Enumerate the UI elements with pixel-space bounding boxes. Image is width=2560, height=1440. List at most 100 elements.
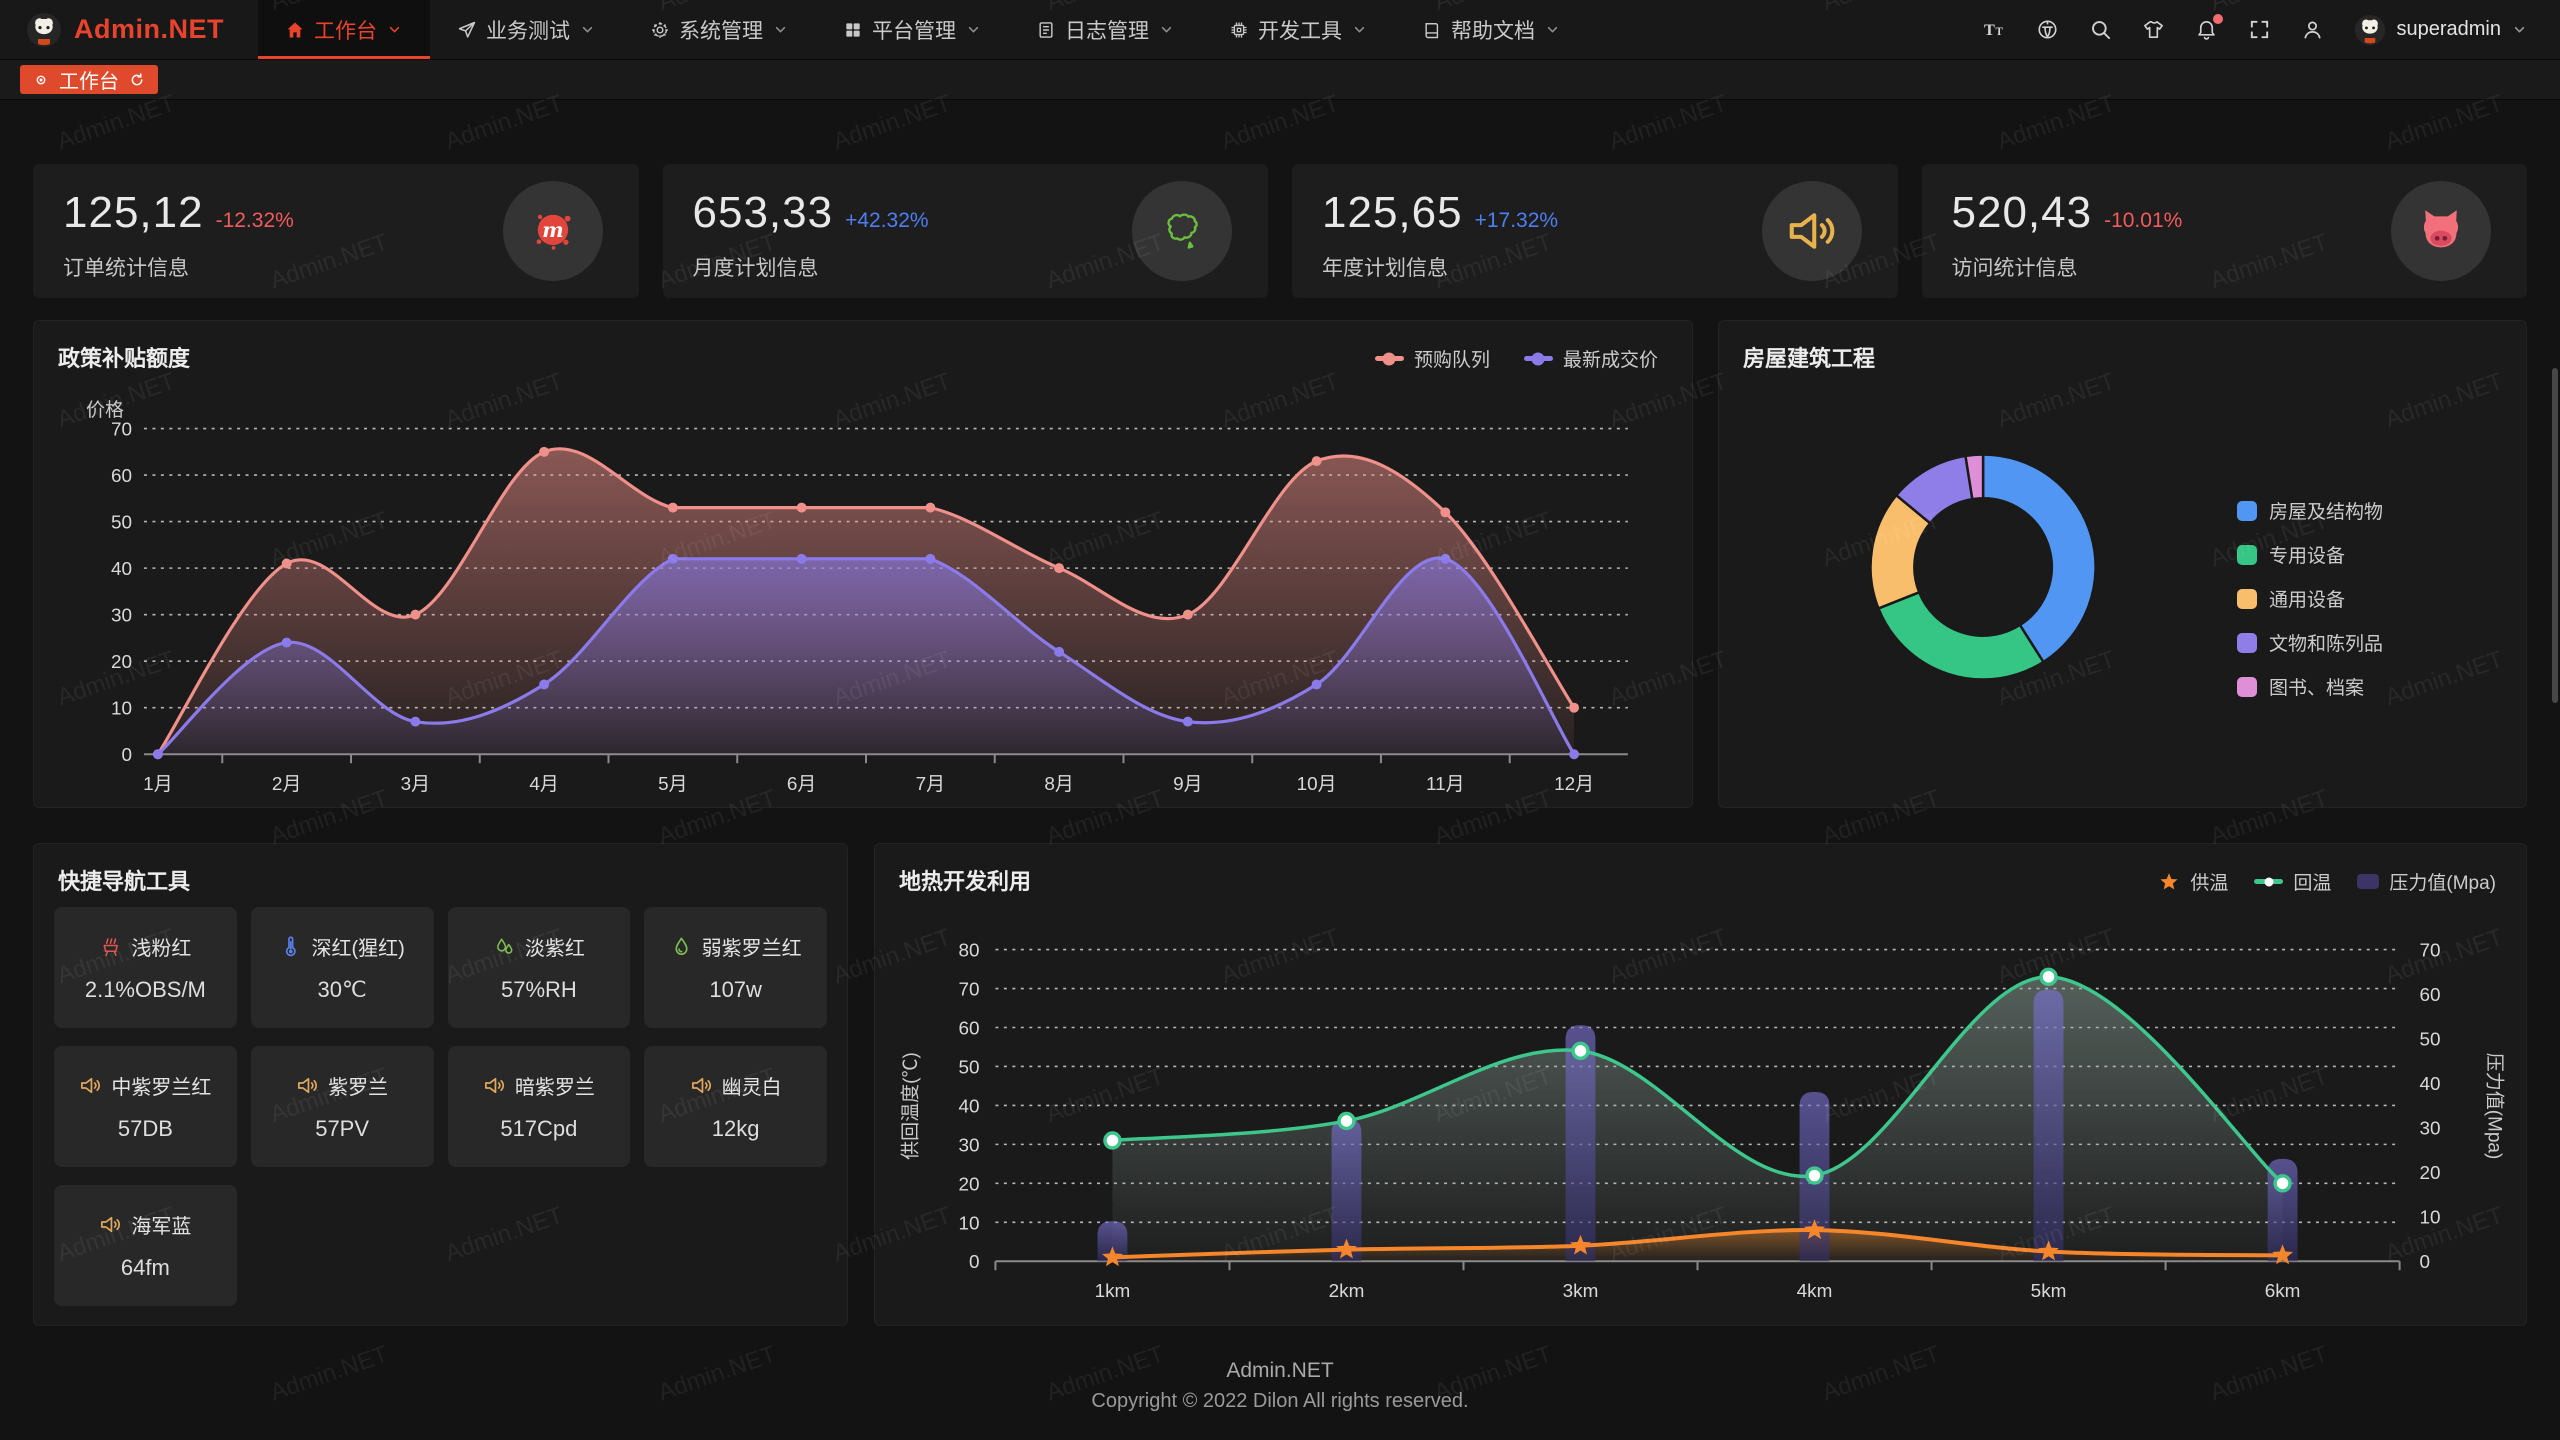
svg-text:6月: 6月 — [787, 774, 816, 795]
legend-label: 最新成交价 — [1562, 350, 1658, 371]
chevron-down-icon — [386, 21, 403, 38]
legend-item[interactable]: 房屋及结构物 — [2237, 497, 2383, 524]
language-globe-icon — [2036, 18, 2059, 41]
quick-nav-item[interactable]: 紫罗兰 57PV — [250, 1046, 434, 1167]
chevron-down-icon — [1351, 21, 1368, 38]
watermark-text: Admin.NET — [0, 228, 4, 295]
profile-button[interactable] — [2301, 18, 2324, 41]
scrollbar-thumb[interactable] — [2552, 368, 2558, 703]
tab-workbench[interactable]: 工作台 — [20, 65, 158, 94]
legend-item-pressure[interactable]: 压力值(Mpa) — [2357, 868, 2496, 895]
svg-text:5月: 5月 — [658, 774, 687, 795]
legend-item[interactable]: 文物和陈列品 — [2237, 629, 2383, 656]
legend-label: 文物和陈列品 — [2269, 634, 2384, 655]
svg-text:60: 60 — [111, 466, 132, 487]
footer-app-name: Admin.NET — [1226, 1359, 1334, 1382]
svg-text:20: 20 — [958, 1174, 979, 1195]
svg-text:30: 30 — [2420, 1119, 2441, 1140]
legend-label: 压力值(Mpa) — [2389, 873, 2496, 894]
quick-nav-item[interactable]: 浅粉红 2.1%OBS/M — [54, 907, 237, 1028]
nav-item-workbench[interactable]: 工作台 — [258, 0, 430, 59]
user-icon — [2301, 18, 2324, 41]
nav-label: 平台管理 — [872, 19, 956, 43]
theme-button[interactable] — [2142, 18, 2165, 41]
svg-text:60: 60 — [2420, 985, 2441, 1006]
refresh-icon[interactable] — [129, 72, 145, 88]
legend-label: 图书、档案 — [2269, 678, 2365, 699]
nav-item-devtools[interactable]: 开发工具 — [1202, 0, 1395, 59]
svg-text:10: 10 — [2420, 1208, 2441, 1229]
quick-nav-value: 2.1%OBS/M — [84, 977, 206, 1002]
svg-text:T: T — [1984, 20, 1995, 39]
legend-item[interactable]: 通用设备 — [2237, 585, 2383, 612]
quick-nav-item[interactable]: 深红(猩红) 30℃ — [250, 907, 434, 1028]
svg-text:70: 70 — [111, 420, 132, 441]
svg-text:80: 80 — [958, 941, 979, 962]
watermark-text: Admin.NET — [0, 784, 4, 851]
fullscreen-button[interactable] — [2248, 18, 2271, 41]
y-axis-title: 价格 — [86, 400, 125, 421]
legend-item[interactable]: 专用设备 — [2237, 541, 2383, 568]
nav-label: 工作台 — [314, 19, 377, 43]
tab-bar: 工作台 — [0, 60, 2560, 100]
svg-text:3月: 3月 — [401, 774, 430, 795]
svg-text:10月: 10月 — [1297, 774, 1337, 795]
quick-nav-item[interactable]: 幽灵白 12kg — [644, 1046, 827, 1167]
stat-icon-wrap — [2391, 181, 2491, 281]
svg-text:8月: 8月 — [1044, 774, 1073, 795]
quick-nav-value: 107w — [709, 977, 762, 1002]
legend-item-supply-temp[interactable]: 供温 — [2158, 868, 2228, 895]
notification-button[interactable] — [2195, 14, 2224, 41]
legend-label: 预购队列 — [1413, 350, 1490, 371]
quick-nav-label: 浅粉红 — [131, 938, 192, 960]
legend-item-preorder-queue[interactable]: 预购队列 — [1374, 345, 1490, 372]
user-menu[interactable]: superadmin — [2354, 14, 2528, 46]
nav-item-system[interactable]: 系统管理 — [623, 0, 816, 59]
legend-item-return-temp[interactable]: 回温 — [2254, 868, 2331, 895]
logo-octocat-icon — [26, 12, 62, 48]
nav-item-platform[interactable]: 平台管理 — [816, 0, 1009, 59]
stat-value: 520,43 — [1951, 188, 2093, 237]
svg-text:0: 0 — [121, 745, 132, 766]
app-header: Admin.NET 工作台 业务测试 系统管理 平台管理 — [0, 0, 2560, 60]
search-button[interactable] — [2089, 18, 2112, 41]
quick-nav-item[interactable]: 弱紫罗兰红 107w — [644, 907, 827, 1028]
geothermal-chart: 0 10 20 30 40 50 60 70 80 0 10 20 30 40 50 60 70 1km 2km 3k… — [958, 941, 2441, 1303]
logo[interactable]: Admin.NET — [0, 0, 258, 59]
nav-item-docs[interactable]: 帮助文档 — [1395, 0, 1588, 59]
thermometer-icon — [279, 935, 302, 958]
quick-nav-item[interactable]: 海军蓝 64fm — [54, 1185, 237, 1306]
quick-nav-label: 淡紫红 — [524, 938, 585, 960]
legend-item-latest-price[interactable]: 最新成交价 — [1523, 345, 1658, 372]
gear-icon — [650, 20, 670, 40]
stat-card-visits: 520,43 -10.01% 访问统计信息 — [1921, 164, 2527, 298]
svg-text:40: 40 — [958, 1096, 979, 1117]
bottom-row: 快捷导航工具 浅粉红 2.1%OBS/M 深红(猩红) 30℃ 淡紫红 57%R… — [33, 843, 2527, 1326]
legend-square-marker — [2357, 874, 2380, 889]
quick-nav-item[interactable]: 中紫罗兰红 57DB — [54, 1046, 237, 1167]
svg-text:2km: 2km — [1329, 1281, 1365, 1302]
legend-label: 回温 — [2293, 873, 2332, 894]
language-button[interactable] — [2036, 18, 2059, 41]
svg-text:0: 0 — [2420, 1252, 2431, 1273]
svg-text:12月: 12月 — [1554, 774, 1594, 795]
svg-text:m: m — [542, 218, 563, 242]
book-icon — [1422, 20, 1442, 40]
svg-text:20: 20 — [2420, 1163, 2441, 1184]
nav-item-logs[interactable]: 日志管理 — [1009, 0, 1202, 59]
legend-line-marker — [1523, 352, 1553, 365]
shirt-icon — [2142, 18, 2165, 41]
panel-geothermal: 地热开发利用 供温 回温 压力值(Mpa) 供回温度(℃) 压力值(Mpa) 0… — [874, 843, 2527, 1326]
quick-nav-item[interactable]: 暗紫罗兰 517Cpd — [447, 1046, 631, 1167]
panel-title: 房屋建筑工程 — [1743, 346, 1876, 371]
legend-label: 专用设备 — [2269, 546, 2346, 567]
speaker-icon — [483, 1074, 506, 1097]
speaker-icon — [690, 1074, 713, 1097]
quick-nav-item[interactable]: 淡紫红 57%RH — [447, 907, 631, 1028]
legend-item[interactable]: 图书、档案 — [2237, 673, 2383, 700]
legend-swatch — [2237, 676, 2257, 697]
nav-item-business-test[interactable]: 业务测试 — [430, 0, 623, 59]
